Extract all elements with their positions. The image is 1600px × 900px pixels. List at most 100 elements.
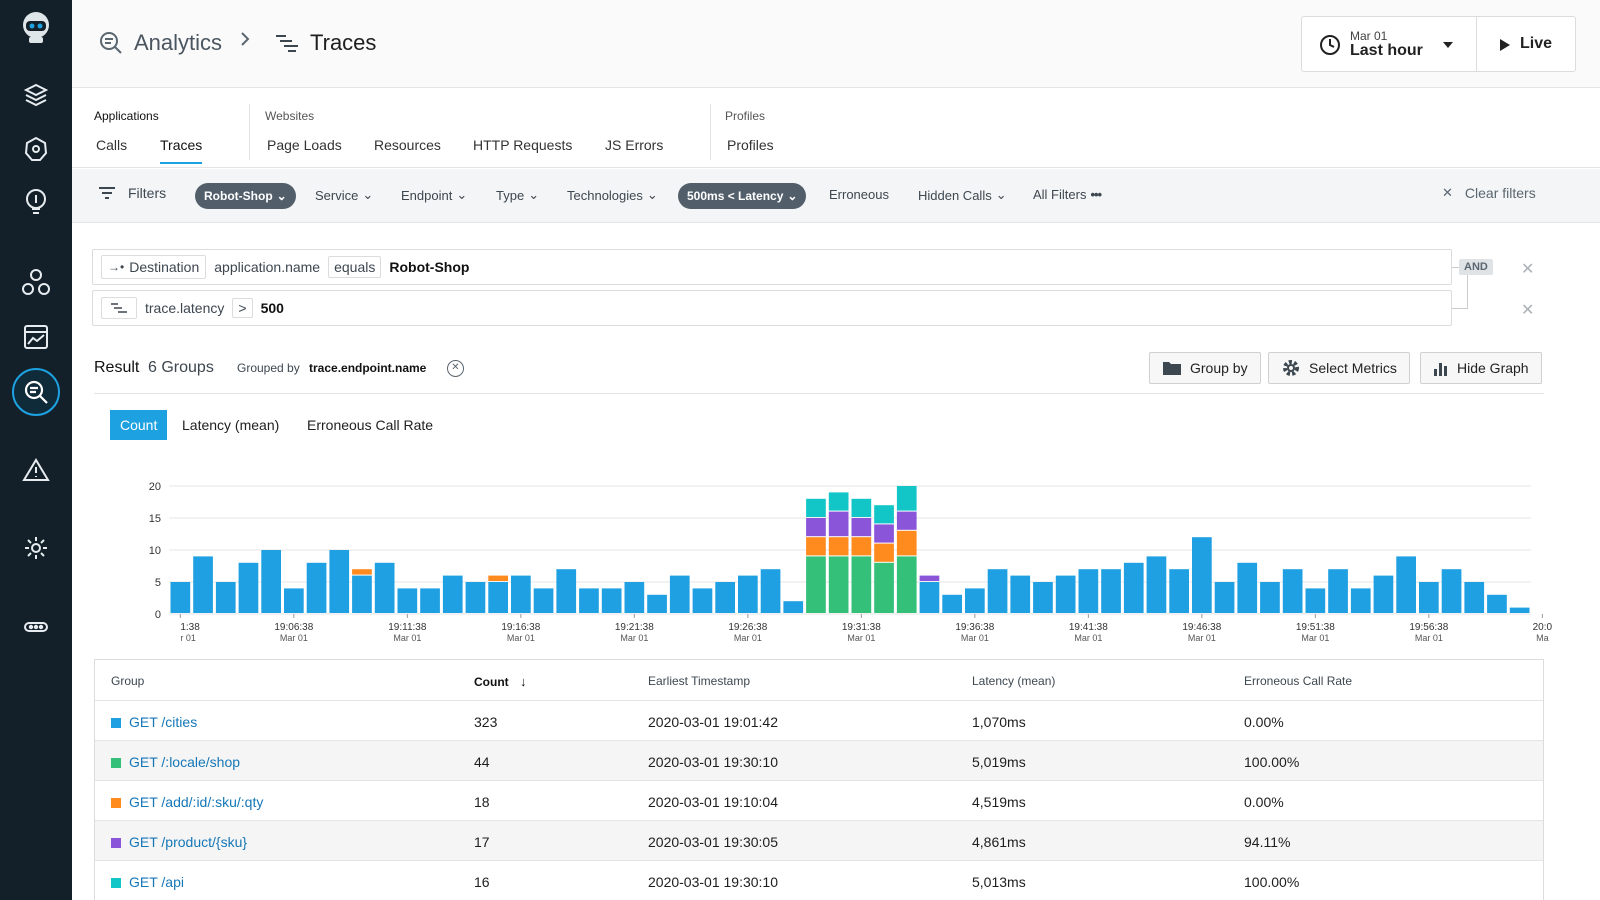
group-cell: GET /add/:id/:sku/:qty [111,794,263,810]
bar-segment [193,556,213,613]
bar-segment [851,556,872,613]
chevron-down-icon: ⌄ [787,189,798,203]
filters-toggle[interactable]: Filters [98,185,166,201]
traces-icon [111,303,127,313]
group-link[interactable]: GET /product/{sku} [129,834,248,850]
remove-grouping-icon[interactable]: ✕ [447,360,464,377]
latency-cell: 5,013ms [972,874,1026,890]
table-row[interactable]: GET /api 16 2020-03-01 19:30:10 5,013ms 100.… [95,861,1543,900]
analytics-icon[interactable] [12,368,60,416]
table-row[interactable]: GET /:locale/shop 44 2020-03-01 19:30:10 5,… [95,741,1543,781]
hierarchy-icon[interactable] [16,262,56,302]
bar-segment [488,582,508,613]
x-tick-label: 19:31:38 [842,622,881,633]
x-tick-sublabel: Mar 01 [1301,633,1329,643]
close-icon: ✕ [1442,185,1453,200]
timestamp-cell: 2020-03-01 19:10:04 [648,794,778,810]
stack-icon[interactable] [16,75,56,115]
tab-js-errors[interactable]: JS Errors [605,137,664,153]
filter-hidden-calls[interactable]: Hidden Calls ⌄ [918,187,1007,203]
filter-service[interactable]: Service ⌄ [315,187,373,203]
count-cell: 44 [474,754,490,770]
query-row-latency[interactable]: trace.latency > 500 [92,290,1452,326]
settings-icon[interactable] [16,528,56,568]
time-picker-date: Mar 01 [1350,29,1388,43]
select-metrics-button[interactable]: Select Metrics [1268,352,1410,384]
filter-endpoint[interactable]: Endpoint ⌄ [401,187,467,203]
group-by-button[interactable]: Group by [1149,352,1261,384]
more-icon[interactable] [16,607,56,647]
latency-cell: 4,519ms [972,794,1026,810]
live-button[interactable]: Live [1476,16,1576,72]
warning-icon[interactable] [16,450,56,490]
query-value: Robot-Shop [389,259,470,275]
tab-http-requests[interactable]: HTTP Requests [473,137,573,153]
table-row[interactable]: GET /cities 323 2020-03-01 19:01:42 1,070ms… [95,701,1543,741]
filter-label: Service [315,187,359,203]
tab-latency-mean[interactable]: Latency (mean) [182,417,280,433]
table-row[interactable]: GET /add/:id/:sku/:qty 18 2020-03-01 19:10… [95,781,1543,821]
column-header-erroneous-call-rate[interactable]: Erroneous Call Rate [1244,674,1353,688]
tab-page-loads[interactable]: Page Loads [267,137,342,153]
bar-segment [1192,537,1212,613]
clear-filters-label: Clear filters [1464,185,1536,201]
clear-filters-button[interactable]: ✕ Clear filters [1442,185,1536,201]
bar-segment [579,588,599,613]
bar-segment [1101,569,1121,613]
timestamp-cell: 2020-03-01 19:30:10 [648,874,778,890]
tab-erroneous-call-rate[interactable]: Erroneous Call Rate [307,417,434,433]
query-row-destination[interactable]: →• Destination application.name equals Ro… [92,249,1452,285]
lightbulb-icon[interactable] [16,183,56,223]
column-header-group[interactable]: Group [111,674,145,688]
x-tick-sublabel: Mar 01 [1415,633,1443,643]
column-header-latency-mean[interactable]: Latency (mean) [972,674,1056,688]
query-tag: application.name [214,259,321,275]
dashboard-icon[interactable] [16,317,56,357]
breadcrumb-analytics[interactable]: Analytics [98,30,222,56]
group-link[interactable]: GET /cities [129,714,198,730]
robot-logo-icon[interactable] [16,8,56,48]
filter-all-filters[interactable]: All Filters ••• [1033,187,1102,202]
column-header-earliest-timestamp[interactable]: Earliest Timestamp [648,674,751,688]
destination-chip[interactable]: →• Destination [101,255,207,279]
bar-segment [1350,588,1371,613]
tab-profiles[interactable]: Profiles [727,137,774,153]
hide-graph-button[interactable]: Hide Graph [1420,352,1542,384]
sort-down-icon: ↓ [520,674,527,689]
x-tick-sublabel: r 01 [180,633,196,643]
operator-label: equals [334,259,376,275]
x-tick-label: 19:41:38 [1069,622,1108,633]
query-operator[interactable]: equals [328,256,382,278]
query-operator[interactable]: > [232,298,253,318]
column-header-count[interactable]: Count ↓ [474,674,527,689]
x-tick-label: 19:36:38 [955,622,994,633]
group-link[interactable]: GET /:locale/shop [129,754,241,770]
tab-calls[interactable]: Calls [96,137,128,153]
tab-resources[interactable]: Resources [374,137,441,153]
trace-chip[interactable] [101,297,137,319]
kubernetes-icon[interactable] [16,129,56,169]
bar-segment [215,582,236,613]
bar-segment [1237,562,1258,613]
and-badge[interactable]: AND [1459,259,1493,275]
group-link[interactable]: GET /add/:id/:sku/:qty [129,794,264,810]
filter-pill-application[interactable]: Robot-Shop ⌄ [195,183,296,209]
tab-traces[interactable]: Traces [160,137,203,164]
filter-pill-latency[interactable]: 500ms < Latency ⌄ [678,183,807,209]
table-row[interactable]: GET /product/{sku} 17 2020-03-01 19:30:05 4… [95,821,1543,861]
group-link[interactable]: GET /api [129,874,184,890]
clock-icon [1320,35,1340,55]
filter-erroneous[interactable]: Erroneous [829,187,889,202]
filter-type[interactable]: Type ⌄ [496,187,539,203]
bar-segment [442,575,463,613]
tab-count[interactable]: Count [110,410,168,440]
chevron-down-icon: ⌄ [646,187,658,202]
x-tick-sublabel: Mar 01 [847,633,875,643]
time-picker[interactable]: Mar 01 Last hour [1301,16,1477,72]
remove-query-icon[interactable]: ✕ [1521,261,1535,278]
x-tick-sublabel: Mar 01 [961,633,989,643]
filter-technologies[interactable]: Technologies ⌄ [567,187,658,203]
remove-query-icon[interactable]: ✕ [1521,302,1535,319]
destination-label: Destination [129,259,200,275]
live-label: Live [1520,35,1553,52]
